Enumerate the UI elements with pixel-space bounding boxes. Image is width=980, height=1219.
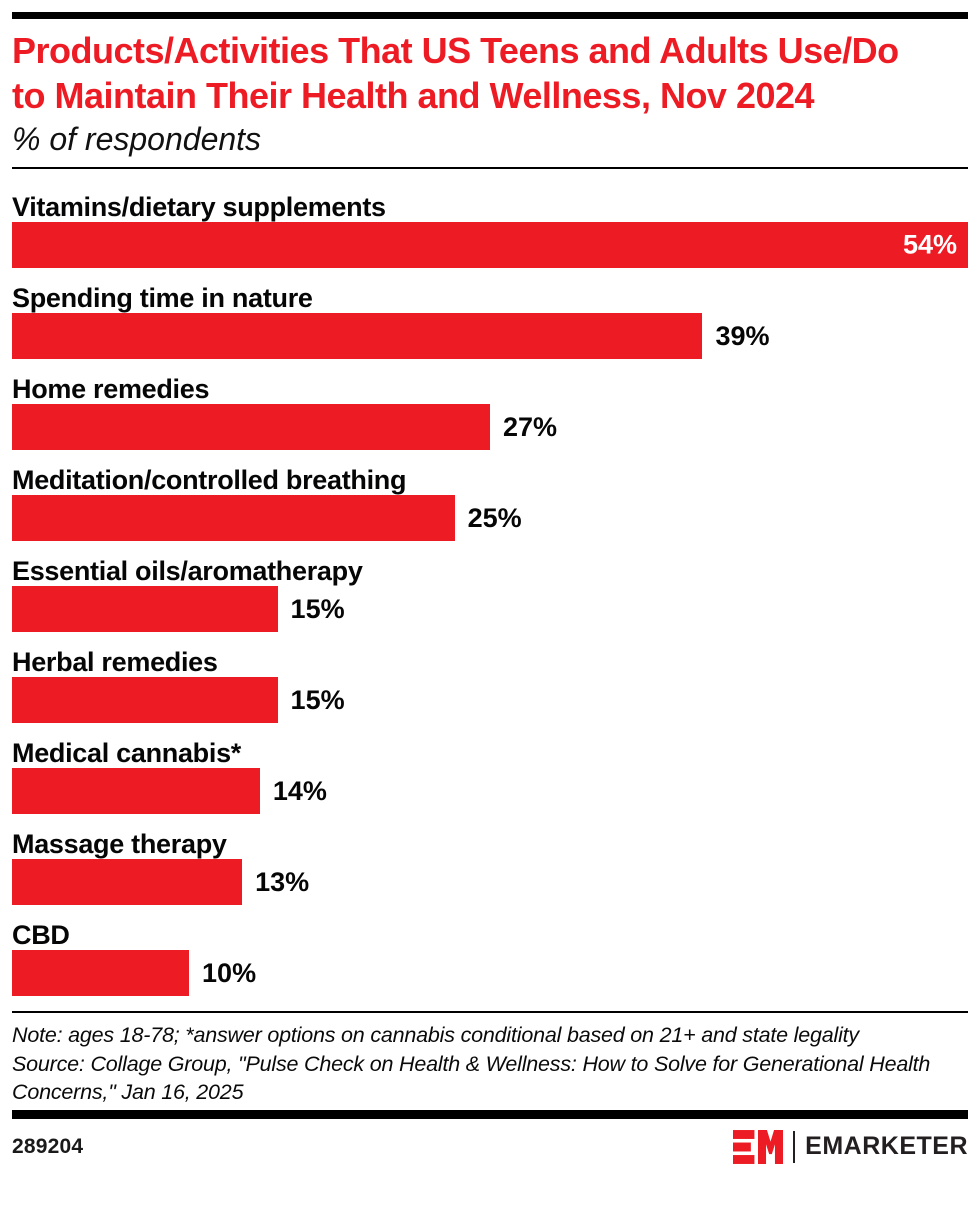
bar-value-outside: 39% — [715, 320, 770, 351]
bar-track: 39% — [12, 313, 968, 359]
bar-row: Home remedies 27% — [12, 374, 968, 450]
header-divider — [12, 167, 968, 169]
bar-value-outside: 15% — [290, 684, 345, 715]
bar-value-outside: 27% — [503, 411, 558, 442]
source-text: Source: Collage Group, "Pulse Check on H… — [12, 1051, 931, 1105]
bar — [12, 586, 278, 632]
logo-divider-line — [793, 1130, 796, 1163]
bar — [12, 404, 490, 450]
chart-page: Products/Activities That US Teens and Ad… — [12, 12, 968, 1165]
bar-track: 10% — [12, 950, 968, 996]
chart-id: 289204 — [12, 1134, 84, 1158]
category-label: Home remedies — [12, 374, 210, 404]
bar — [12, 313, 703, 359]
top-rule — [12, 12, 968, 19]
bar-value-outside: 15% — [290, 593, 345, 624]
brand-wordmark: EMARKETER — [805, 1132, 968, 1160]
em-logo-icon — [733, 1129, 784, 1164]
bar-track: 54% — [12, 222, 968, 268]
bar-value-outside: 14% — [272, 775, 327, 806]
bar-value-outside: 25% — [467, 502, 522, 533]
chart-title: Products/Activities That US Teens and Ad… — [12, 30, 899, 116]
category-label: Massage therapy — [12, 829, 227, 859]
category-label: Spending time in nature — [12, 283, 313, 313]
category-label: Herbal remedies — [12, 647, 218, 677]
note-block: Note: ages 18-78; *answer options on can… — [12, 1021, 968, 1107]
bar-value-outside: 10% — [202, 957, 257, 988]
bar-row: CBD 10% — [12, 920, 968, 996]
bar-value-inside: 54% — [902, 229, 957, 260]
footer-divider — [12, 1011, 968, 1013]
category-label: CBD — [12, 920, 70, 950]
bar: 54% — [12, 222, 968, 268]
footer-row: 289204 EMARKETER — [12, 1129, 968, 1165]
bar-chart: Vitamins/dietary supplements 54% Spendin… — [12, 192, 968, 996]
bar-row: Spending time in nature 39% — [12, 283, 968, 359]
bar-track: 15% — [12, 677, 968, 723]
bar-value-outside: 13% — [255, 866, 310, 897]
bar-track: 25% — [12, 495, 968, 541]
note-text: Note: ages 18-78; *answer options on can… — [12, 1023, 859, 1047]
bar — [12, 859, 243, 905]
bar — [12, 950, 190, 996]
bar-row: Massage therapy 13% — [12, 829, 968, 905]
bottom-rule — [12, 1109, 968, 1119]
bar — [12, 768, 260, 814]
bar-track: 14% — [12, 768, 968, 814]
bar-row: Medical cannabis* 14% — [12, 738, 968, 814]
bar-row: Vitamins/dietary supplements 54% — [12, 192, 968, 268]
bar-track: 13% — [12, 859, 968, 905]
bar — [12, 677, 278, 723]
category-label: Medical cannabis* — [12, 738, 241, 768]
emarketer-logo: EMARKETER — [733, 1129, 968, 1165]
bar-row: Herbal remedies 15% — [12, 647, 968, 723]
category-label: Meditation/controlled breathing — [12, 465, 407, 495]
category-label: Essential oils/aromatherapy — [12, 556, 363, 586]
chart-subtitle: % of respondents — [12, 121, 262, 157]
bar-track: 15% — [12, 586, 968, 632]
category-label: Vitamins/dietary supplements — [12, 192, 386, 222]
bar-row: Essential oils/aromatherapy 15% — [12, 556, 968, 632]
bar-row: Meditation/controlled breathing 25% — [12, 465, 968, 541]
bar — [12, 495, 455, 541]
bar-track: 27% — [12, 404, 968, 450]
